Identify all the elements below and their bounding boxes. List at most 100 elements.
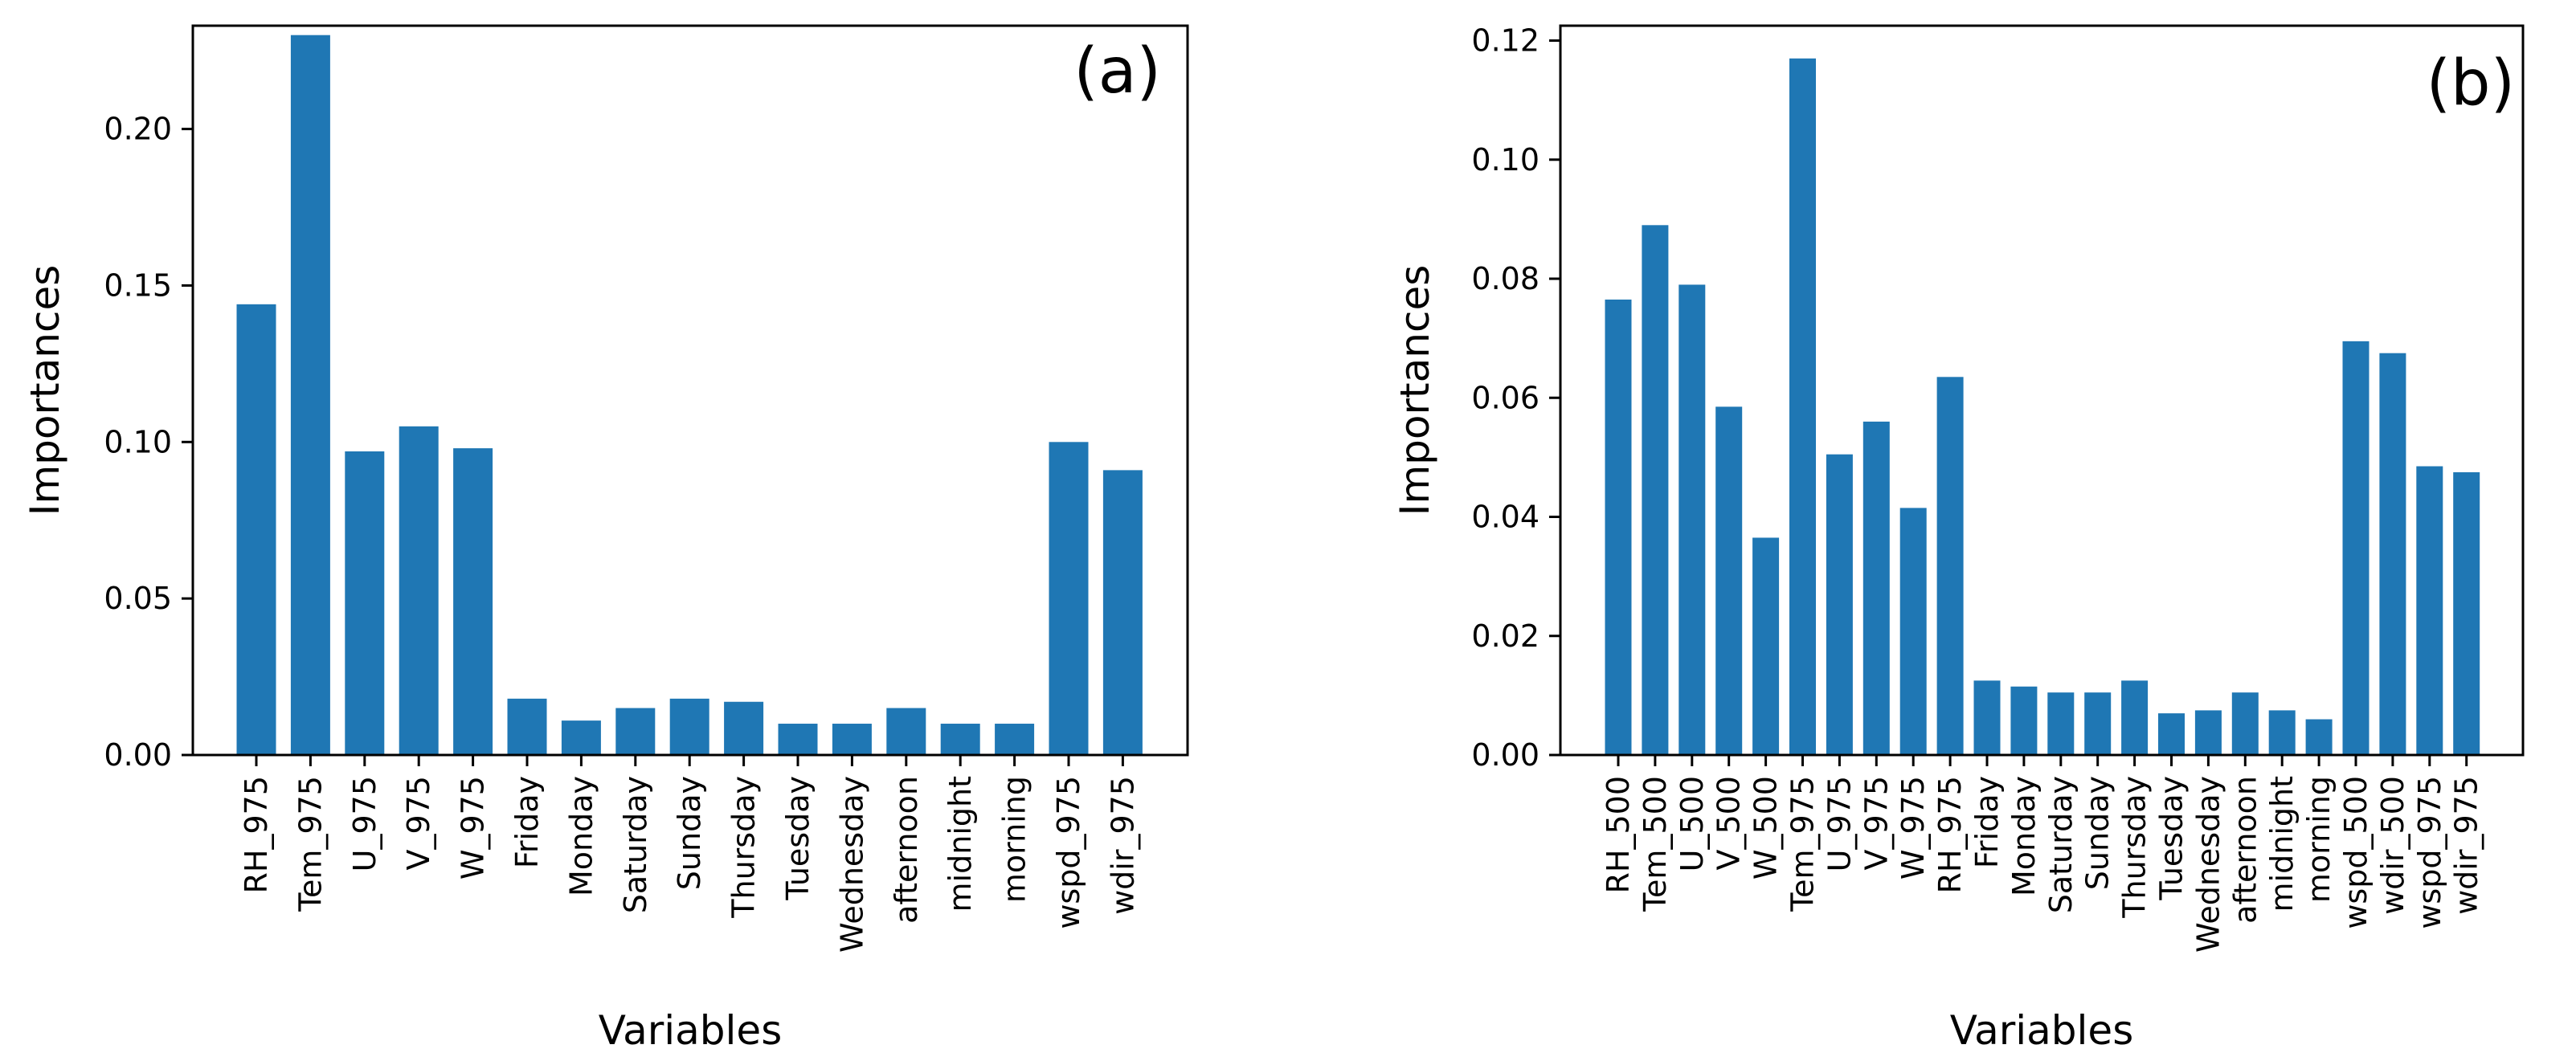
bar-Tem_975 [290,35,330,756]
bar-Thursday [724,701,764,755]
x-tick-label: Wednesday [834,776,869,953]
bar-Tuesday [778,724,818,755]
x-tick-label: wspd_500 [2338,776,2374,929]
x-tick-label: wdir_975 [2449,776,2484,915]
bar-RH_975 [236,304,276,755]
bar-wdir_975 [1102,470,1143,755]
bar-RH_500 [1605,299,1632,755]
x-tick-label: Sunday [672,776,707,890]
x-tick-label: Saturday [2043,776,2079,913]
x-tick-label: morning [2301,776,2337,903]
bar-afternoon [2231,692,2259,755]
y-tick-label: 0.20 [104,112,172,147]
x-tick-label: Tem_975 [292,776,328,912]
bar-W_500 [1752,537,1780,755]
bar-U_500 [1678,284,1706,756]
x-tick-label: Thursday [726,776,762,919]
bar-U_975 [345,451,385,755]
bar-Monday [561,720,601,755]
x-tick-label: RH_500 [1601,776,1636,894]
bar-RH_975 [1936,377,1964,755]
x-tick-label: afternoon [889,776,924,924]
y-tick-label: 0.05 [104,581,172,616]
x-tick-label: wspd_975 [2412,776,2447,929]
bar-Tem_975 [1789,58,1816,756]
x-tick-label: Friday [509,776,545,868]
y-tick-label: 0.00 [104,737,172,773]
bar-Friday [1973,680,2001,755]
bar-V_975 [1862,421,1890,755]
x-tick-label: V_500 [1711,776,1747,871]
bar-W_975 [453,448,493,755]
y-tick-label: 0.08 [1471,261,1539,296]
y-axis-label: Importances [22,265,68,516]
y-tick-label: 0.10 [1471,142,1539,178]
bar-Sunday [669,698,709,755]
bar-Wednesday [2194,710,2222,755]
x-tick-label: Tem_500 [1638,776,1673,912]
x-tick-label: W_975 [456,776,491,879]
bar-wdir_975 [2453,471,2480,755]
y-tick-label: 0.12 [1471,23,1539,59]
x-tick-label: U_975 [347,776,382,871]
x-tick-label: Tem_975 [1785,776,1821,912]
bar-U_975 [1826,454,1853,755]
bar-wspd_975 [2416,466,2443,755]
x-tick-label: U_975 [1822,776,1857,871]
x-tick-label: W_500 [1748,776,1784,879]
bar-V_500 [1715,406,1743,755]
x-tick-label: Tuesday [2154,776,2190,901]
bar-morning [2305,719,2333,755]
x-tick-label: midnight [2264,776,2300,912]
x-tick-label: wdir_500 [2375,776,2410,915]
bar-Tem_500 [1642,225,1669,756]
bar-wspd_975 [1049,442,1089,755]
bar-Sunday [2084,692,2112,755]
x-tick-label: RH_975 [1932,776,1968,894]
bar-morning [995,724,1035,755]
x-tick-label: Sunday [2080,776,2116,890]
y-tick-label: 0.15 [104,267,172,303]
bar-Wednesday [832,724,872,755]
x-axis-label: Variables [1950,1007,2134,1054]
bar-afternoon [886,708,926,755]
x-axis-label: Variables [599,1007,783,1054]
bar-Thursday [2121,680,2149,755]
y-tick-label: 0.00 [1471,737,1539,773]
x-tick-label: U_500 [1674,776,1710,871]
x-tick-label: Monday [2006,776,2042,896]
x-tick-label: wspd_975 [1051,776,1086,929]
bar-W_975 [1899,508,1927,755]
bar-wspd_500 [2342,341,2370,755]
x-tick-label: Wednesday [2190,776,2226,953]
plot-frame [191,24,1189,757]
plot-frame [1559,24,2525,757]
x-tick-label: Thursday [2117,776,2153,919]
x-tick-label: morning [997,776,1032,903]
x-tick-label: RH_975 [239,776,274,894]
x-tick-label: V_975 [401,776,436,871]
x-tick-label: Saturday [618,776,653,913]
y-tick-label: 0.06 [1471,380,1539,415]
panel-a: 0.00 0.05 0.10 0.15 0.20 RH_975 Tem_975 U_975 V_… [22,24,1189,1054]
bar-Friday [507,698,547,755]
x-tick-label: Monday [563,776,599,896]
x-tick-label: V_975 [1858,776,1894,871]
y-tick-label: 0.10 [104,424,172,459]
y-tick-label: 0.04 [1471,500,1539,535]
panel-b: 0.00 0.02 0.04 0.06 0.08 0.10 0.12 RH_500 Tem_50… [1392,23,2525,1054]
y-tick-label: 0.02 [1471,618,1539,654]
x-tick-label: afternoon [2227,776,2263,924]
bar-Tuesday [2158,713,2185,755]
y-axis-label: Importances [1392,265,1438,516]
bar-Saturday [2047,692,2075,755]
bar-Saturday [615,708,656,755]
bar-midnight [940,724,980,755]
bar-midnight [2268,710,2296,755]
bar-Monday [2010,686,2038,755]
x-tick-label: Tuesday [780,776,816,901]
bar-wdir_500 [2379,353,2406,755]
x-tick-label: W_975 [1895,776,1931,879]
x-tick-label: Friday [1969,776,2005,868]
